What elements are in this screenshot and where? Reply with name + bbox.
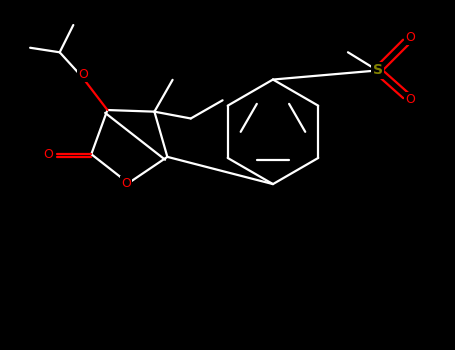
Text: S: S: [373, 63, 383, 77]
Text: O: O: [43, 148, 53, 161]
Text: O: O: [78, 68, 88, 81]
Text: O: O: [405, 93, 415, 106]
Text: O: O: [121, 177, 131, 190]
Text: O: O: [405, 31, 415, 44]
